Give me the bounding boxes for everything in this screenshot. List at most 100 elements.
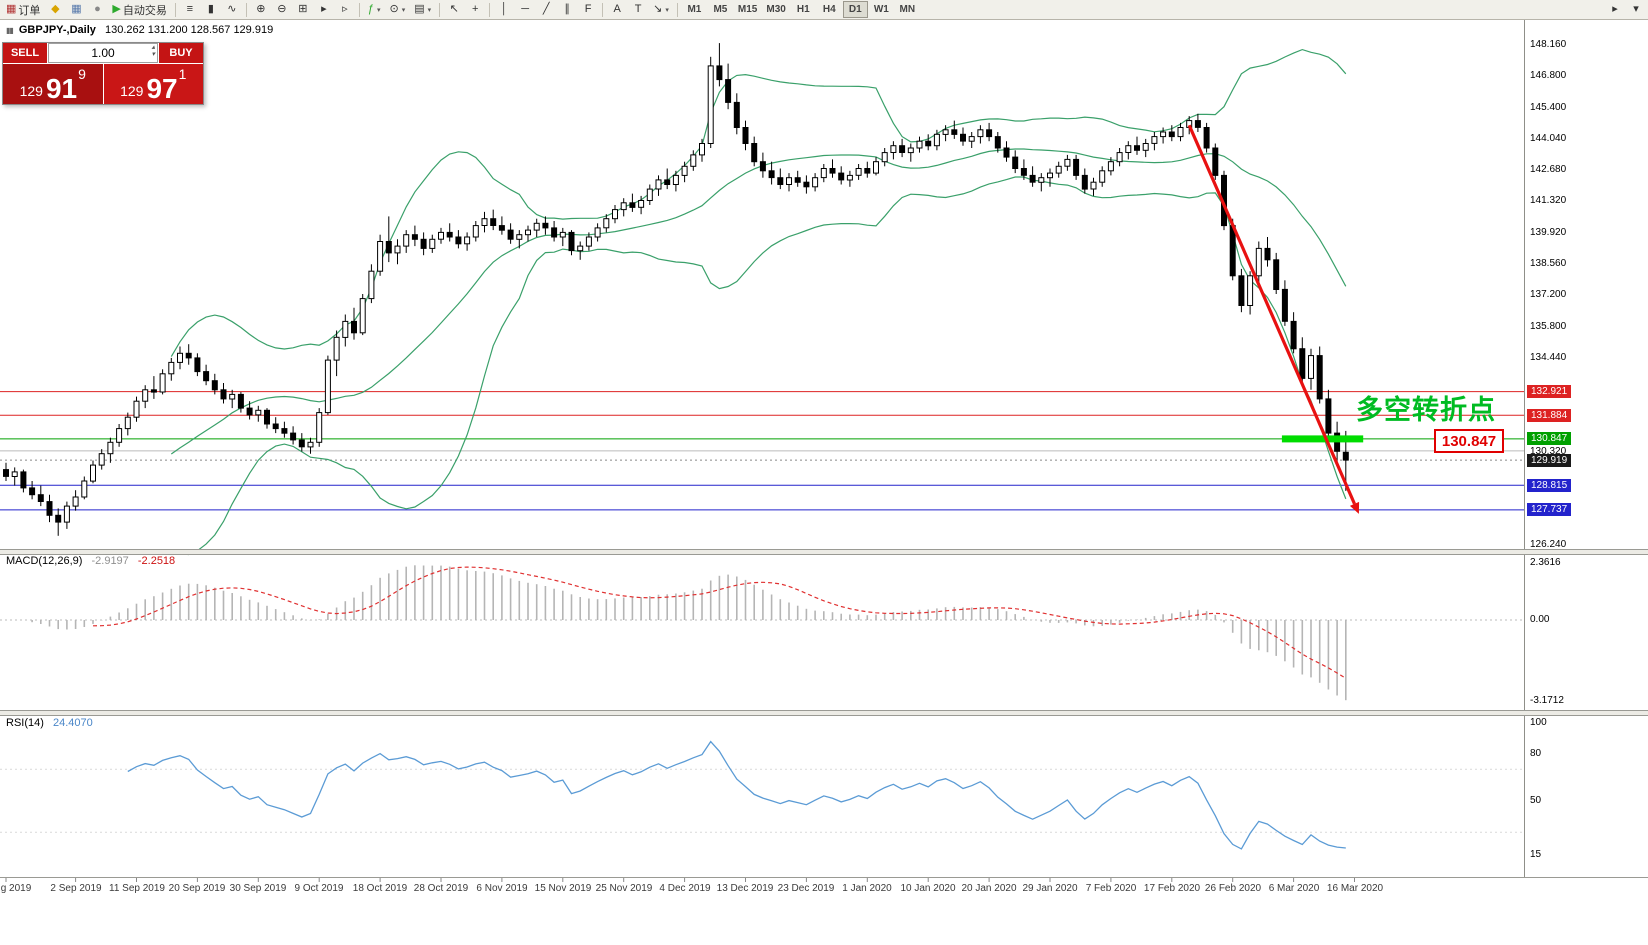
macd-value: -2.9197 (91, 555, 129, 567)
dropdown-caret-icon[interactable]: ▾ (377, 6, 381, 14)
bar-chart-icon[interactable]: ≡ (180, 1, 200, 18)
date-label: 2 Sep 2019 (50, 883, 102, 894)
date-label: 4 Dec 2019 (659, 883, 711, 894)
line-chart-icon[interactable]: ∿ (222, 1, 242, 18)
toolbar-separator (358, 2, 360, 17)
timeframe-m30-button[interactable]: M30 (762, 1, 789, 18)
date-label: 9 Oct 2019 (294, 883, 344, 894)
trendline-icon[interactable]: ╱ (536, 1, 556, 18)
price-level-badge: 128.815 (1527, 479, 1572, 492)
text-label-icon[interactable]: T (628, 1, 648, 18)
horizontal-line-icon[interactable]: ─ (515, 1, 535, 18)
arrows-icon[interactable]: ↘ ▾ (649, 1, 673, 18)
timeframe-mn-button[interactable]: MN (895, 1, 920, 18)
zoom-in-icon[interactable]: ⊕ (251, 1, 271, 18)
chart-shift-icon[interactable]: ▹ (335, 1, 355, 18)
autotrading-button-label: 自动交易 (122, 4, 167, 17)
new-order-button[interactable]: ▦ 订单 (2, 1, 44, 18)
spinner-down-icon[interactable]: ▾ (151, 51, 155, 58)
timeframe-h1-button[interactable]: H1 (791, 1, 816, 18)
price-scale-label: 139.920 (1530, 227, 1567, 238)
crosshair-icon[interactable]: + (465, 1, 485, 18)
date-label: 8 Aug 2019 (0, 883, 32, 894)
price-level-badge: 129.919 (1527, 454, 1572, 467)
toolbar-options-icon[interactable]: ▾ (1626, 1, 1646, 18)
price-scale-border (1524, 20, 1525, 878)
text-icon[interactable]: A (607, 1, 627, 18)
price-scale-label: 145.400 (1530, 102, 1567, 113)
equidistant-channel-icon[interactable]: ∥ (557, 1, 577, 18)
price-scale-label: 137.200 (1530, 289, 1567, 300)
tile-windows-icon[interactable]: ⊞ (293, 1, 313, 18)
toolbar: ▦ 订单 ◆ ▦ ● ▶ 自动交易 ≡ ▮ ∿ ⊕ ⊖ ⊞ ▸ ▹ ƒ ▾ ⊙ ▾ ▤ ▾ ↖ + │ ─ ╱ ∥ F A T ↘ ▾ M1 M5… (0, 0, 1648, 20)
timeframe-w1-button[interactable]: W1 (869, 1, 894, 18)
tile-windows-icon-glyph: ⊞ (298, 3, 308, 15)
vertical-line-icon[interactable]: │ (494, 1, 514, 18)
autotrading-glyph: ▶ (112, 3, 121, 15)
ohlc-values: 130.262 131.200 128.567 129.919 (104, 24, 274, 36)
macd-panel-splitter[interactable] (0, 549, 1648, 555)
candlestick-chart-icon-glyph: ▮ (207, 3, 214, 15)
timeframe-d1-button[interactable]: D1 (842, 1, 868, 18)
help-icon[interactable]: ● (87, 1, 107, 18)
buy-button[interactable]: BUY (159, 43, 203, 63)
buy-price-whole: 129 (120, 83, 144, 99)
trendline-icon-glyph: ╱ (542, 3, 550, 15)
time-axis-border (0, 877, 1648, 878)
rsi-scale-label: 80 (1530, 748, 1542, 759)
macd-scale-label: 0.00 (1530, 614, 1550, 625)
new-order-button-label: 订单 (18, 4, 41, 17)
dropdown-caret-icon[interactable]: ▾ (401, 6, 406, 14)
quick-trade-icon-glyph: ▸ (1612, 3, 1618, 15)
support-price-label: 130.847 (1434, 429, 1504, 453)
date-label: 20 Sep 2019 (168, 883, 226, 894)
price-scale-label: 142.680 (1530, 164, 1567, 175)
funds-icon[interactable]: ◆ (45, 1, 65, 18)
zoom-out-icon[interactable]: ⊖ (272, 1, 292, 18)
price-scale-label: 144.040 (1530, 133, 1567, 144)
candlestick-chart-icon[interactable]: ▮ (201, 1, 221, 18)
volume-spinner[interactable]: ▴ ▾ (151, 44, 155, 58)
equidistant-channel-icon-glyph: ∥ (564, 3, 570, 15)
macd-signal-value: -2.2518 (137, 555, 176, 567)
text-icon-glyph: A (613, 3, 621, 15)
charts-icon[interactable]: ▦ (66, 1, 86, 18)
timeframe-h4-button[interactable]: H4 (817, 1, 842, 18)
auto-scroll-icon[interactable]: ▸ (314, 1, 334, 18)
price-level-badge: 132.921 (1527, 385, 1572, 398)
date-label: 28 Oct 2019 (413, 883, 469, 894)
volume-field[interactable]: 1.00 ▴ ▾ (48, 43, 158, 63)
dropdown-caret-icon[interactable]: ▾ (665, 6, 669, 14)
date-label: 25 Nov 2019 (595, 883, 653, 894)
dropdown-caret-icon[interactable]: ▾ (427, 6, 432, 14)
auto-scroll-icon-glyph: ▸ (321, 3, 327, 15)
periods-icon[interactable]: ⊙ ▾ (386, 1, 410, 18)
timeframe-m15-button[interactable]: M15 (734, 1, 761, 18)
sell-price-fraction: 9 (78, 66, 86, 82)
indicators-icon[interactable]: ƒ ▾ (364, 1, 385, 18)
price-scale-label: 126.240 (1530, 539, 1567, 550)
fibonacci-icon[interactable]: F (578, 1, 598, 18)
text-label-icon-glyph: T (634, 3, 642, 15)
date-label: 6 Mar 2020 (1268, 883, 1320, 894)
spinner-up-icon[interactable]: ▴ (151, 44, 155, 51)
autotrading-button[interactable]: ▶ 自动交易 (108, 1, 170, 18)
sell-price-button[interactable]: 129 91 9 (3, 64, 103, 104)
toolbar-separator (439, 2, 441, 17)
chart-title: ▮▮ GBPJPY-,Daily 130.262 131.200 128.567… (6, 24, 273, 36)
rsi-panel-splitter[interactable] (0, 710, 1648, 716)
templates-icon[interactable]: ▤ ▾ (410, 1, 435, 18)
quick-trade-icon[interactable]: ▸ (1605, 1, 1625, 18)
date-label: 7 Feb 2020 (1085, 883, 1137, 894)
cursor-icon[interactable]: ↖ (444, 1, 464, 18)
chart-mini-icon: ▮▮ (6, 26, 14, 35)
timeframe-m5-button[interactable]: M5 (708, 1, 733, 18)
fibonacci-icon-glyph: F (584, 3, 592, 15)
funds-icon-glyph: ◆ (51, 3, 60, 15)
date-label: 26 Feb 2020 (1204, 883, 1262, 894)
timeframe-m1-button[interactable]: M1 (682, 1, 707, 18)
price-level-badge: 130.847 (1527, 432, 1572, 445)
sell-button[interactable]: SELL (3, 43, 47, 63)
buy-price-button[interactable]: 129 97 1 (103, 64, 203, 104)
